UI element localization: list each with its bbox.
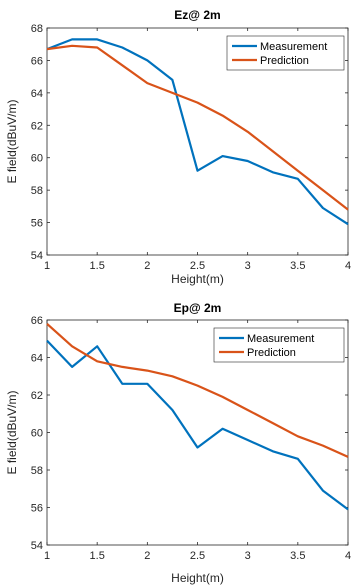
x-tick-label: 1.5 xyxy=(90,260,105,272)
y-tick-label: 62 xyxy=(31,120,43,132)
x-tick-label: 2.5 xyxy=(190,550,205,562)
chart-title: Ep@ 2m xyxy=(174,301,222,315)
y-tick-label: 56 xyxy=(31,503,43,515)
legend-box xyxy=(213,327,345,363)
x-tick-label: 1 xyxy=(44,260,50,272)
y-tick-label: 58 xyxy=(31,185,43,197)
y-tick-label: 66 xyxy=(31,55,43,67)
y-tick-label: 60 xyxy=(31,428,43,440)
x-tick-label: 4 xyxy=(345,260,351,272)
x-tick-label: 3 xyxy=(245,550,251,562)
y-tick-label: 64 xyxy=(31,353,43,365)
y-tick-label: 54 xyxy=(31,540,43,552)
x-tick-label: 2.5 xyxy=(190,260,205,272)
y-tick-label: 56 xyxy=(31,218,43,230)
x-tick-label: 3.5 xyxy=(290,550,305,562)
y-tick-label: 62 xyxy=(31,390,43,402)
y-axis-label: E field(dBuV/m) xyxy=(5,390,19,474)
x-tick-label: 4 xyxy=(345,550,351,562)
x-axis-label: Height(m) xyxy=(171,272,224,286)
y-axis-label: E field(dBuV/m) xyxy=(5,99,19,183)
x-tick-label: 3 xyxy=(245,260,251,272)
series-line-prediction xyxy=(46,44,349,211)
x-tick-label: 1 xyxy=(44,550,50,562)
legend-label-measurement: Measurement xyxy=(260,41,327,53)
y-tick-label: 66 xyxy=(31,315,43,327)
y-tick-label: 54 xyxy=(31,250,43,262)
legend-label-prediction: Prediction xyxy=(247,347,296,359)
legend-box xyxy=(226,35,345,71)
legend-label-measurement: Measurement xyxy=(247,333,314,345)
legend-label-prediction: Prediction xyxy=(260,55,309,67)
x-tick-label: 2 xyxy=(144,260,150,272)
x-axis-label: Height(m) xyxy=(171,571,224,585)
series-line-prediction xyxy=(46,322,349,458)
y-tick-label: 58 xyxy=(31,465,43,477)
y-tick-label: 68 xyxy=(31,23,43,35)
x-tick-label: 2 xyxy=(144,550,150,562)
series-line-measurement xyxy=(46,38,349,226)
y-tick-label: 64 xyxy=(31,88,43,100)
x-tick-label: 3.5 xyxy=(290,260,305,272)
x-tick-label: 1.5 xyxy=(90,550,105,562)
chart-title: Ez@ 2m xyxy=(174,8,220,22)
series-line-measurement xyxy=(46,339,349,511)
y-tick-label: 60 xyxy=(31,153,43,165)
